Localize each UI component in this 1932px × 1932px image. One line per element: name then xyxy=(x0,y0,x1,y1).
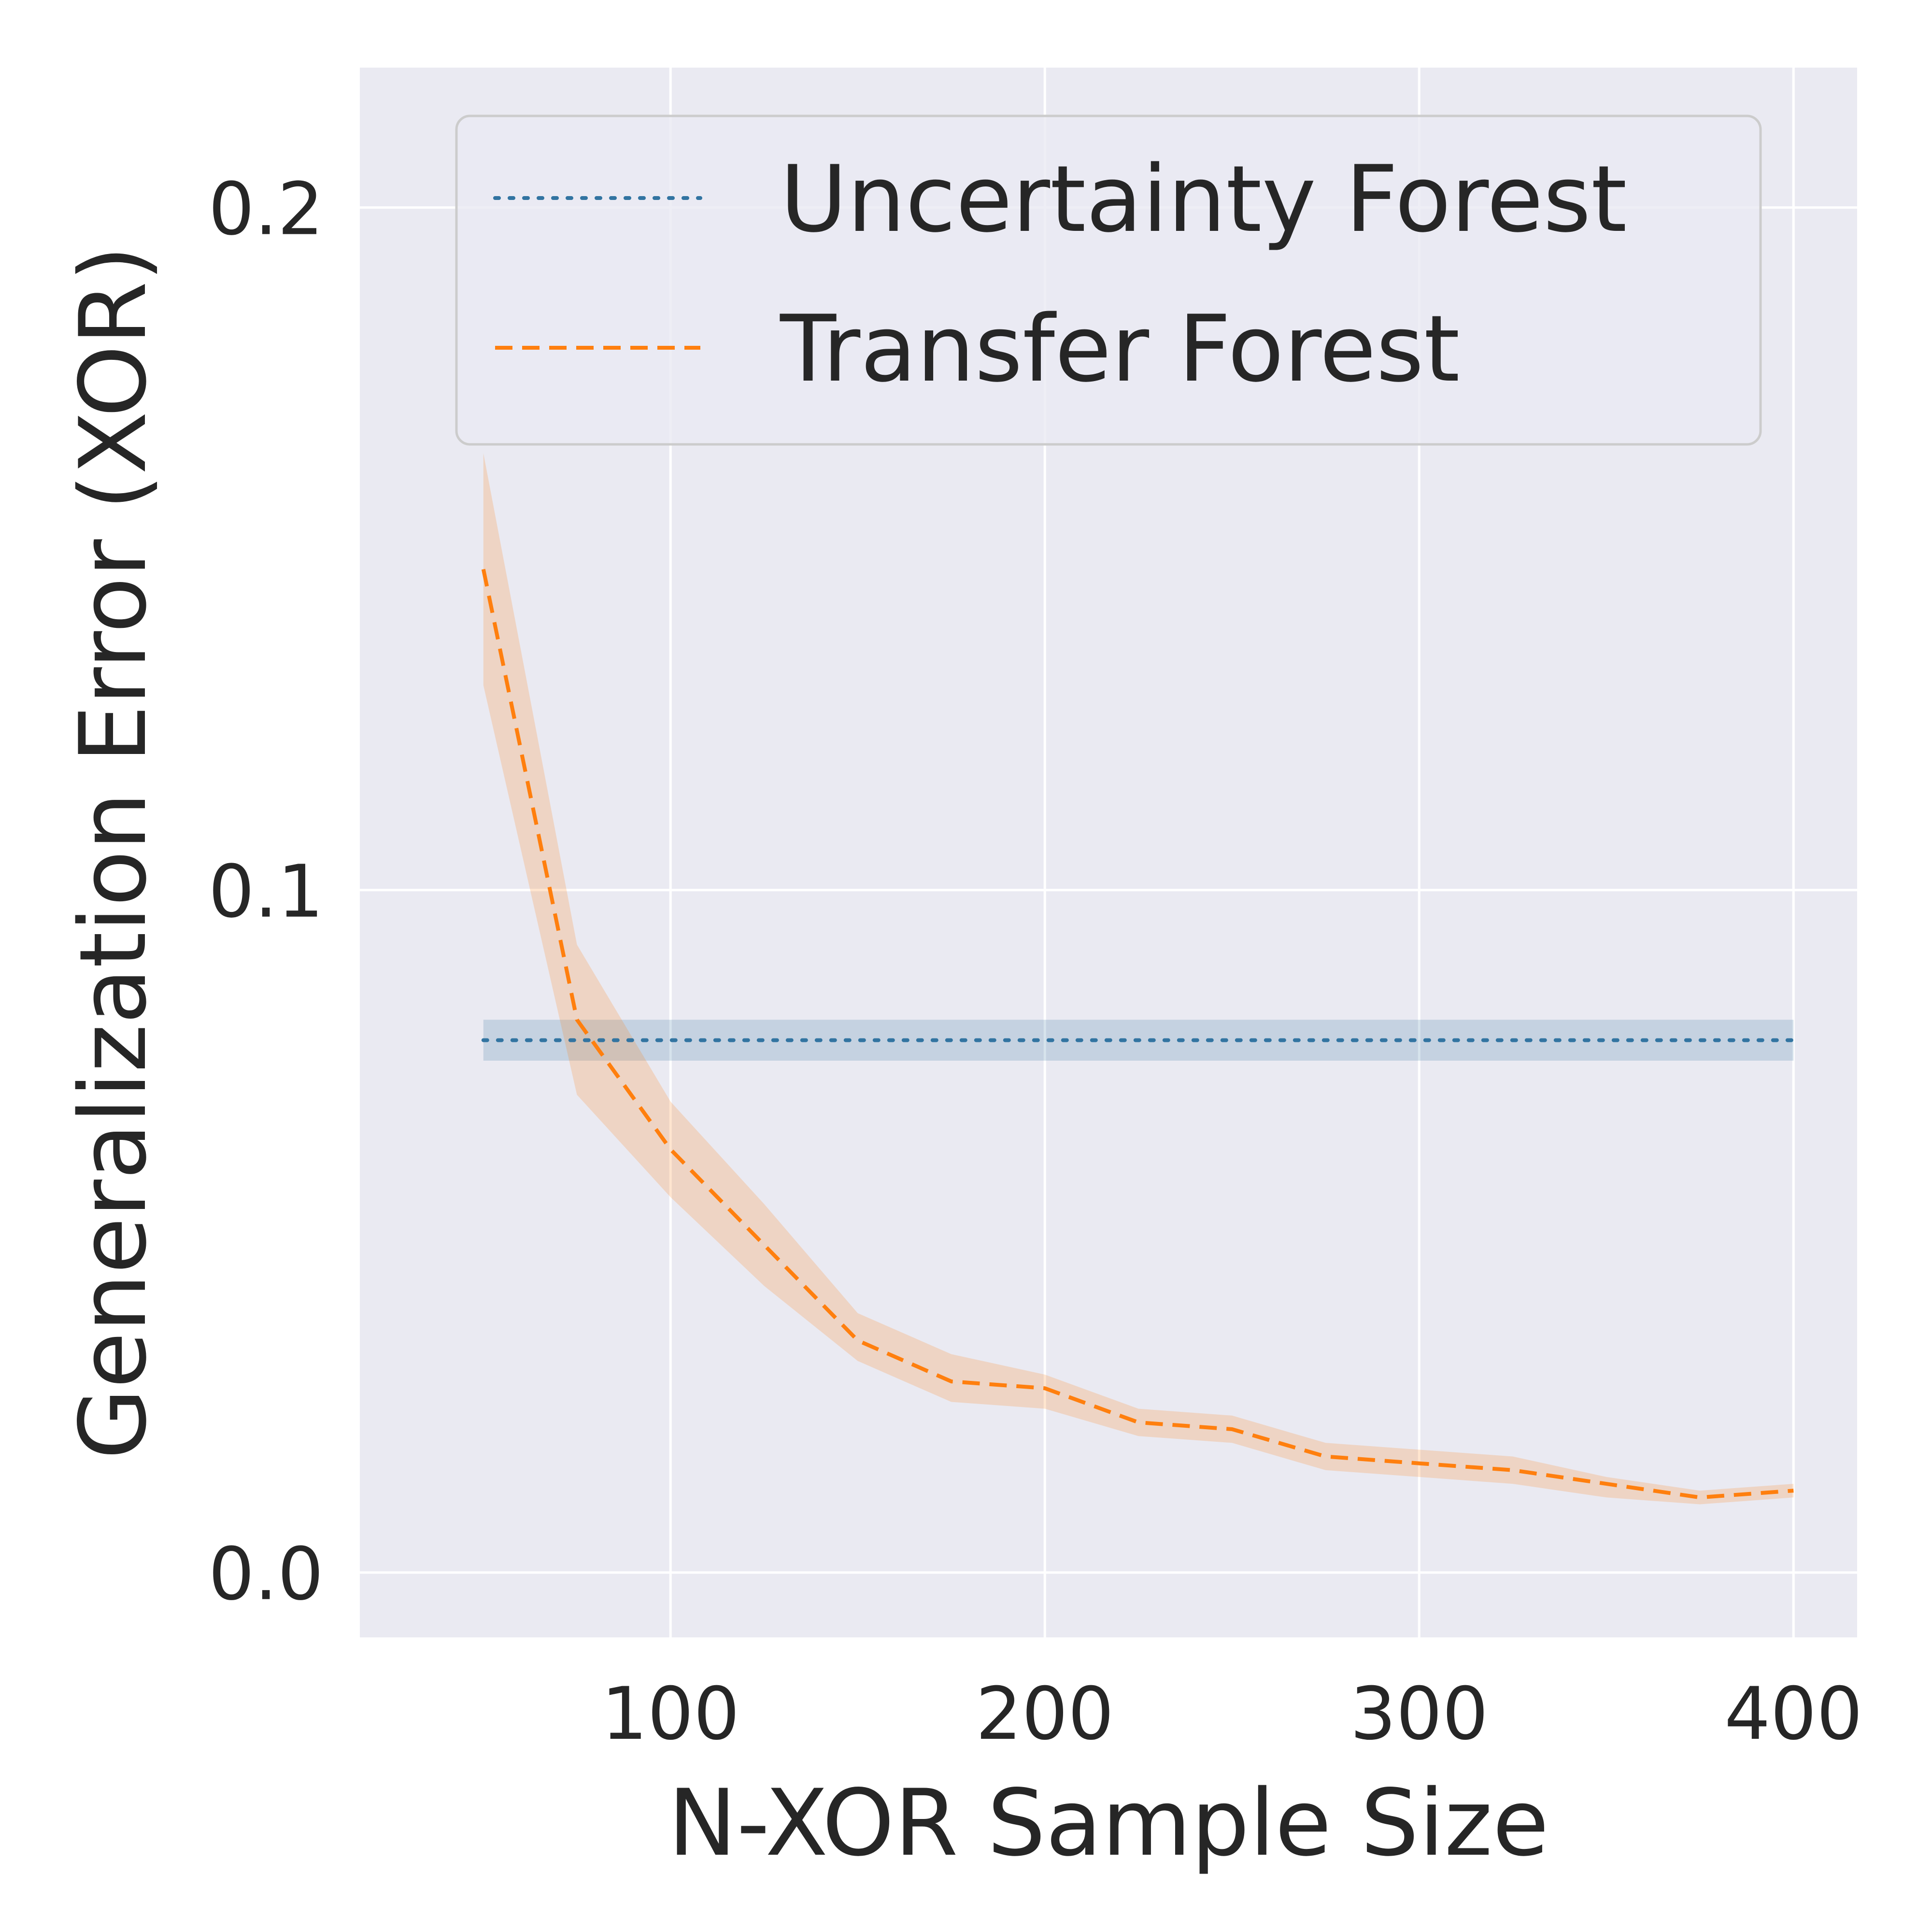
x-axis-title: N-XOR Sample Size xyxy=(668,1770,1549,1876)
legend-box xyxy=(455,114,1762,446)
legend: Uncertainty Forest Transfer Forest xyxy=(455,114,1762,446)
x-tick-labels: 100 200 300 400 xyxy=(601,1672,1862,1756)
y-tick-label: 0.2 xyxy=(208,168,324,252)
x-tick-label: 400 xyxy=(1724,1672,1862,1756)
y-axis-title: Generalization Error (XOR) xyxy=(60,245,167,1459)
y-tick-label: 0.1 xyxy=(208,850,324,934)
legend-label-uncertainty-forest: Uncertainty Forest xyxy=(780,146,1627,253)
line-transfer-forest xyxy=(481,568,1794,1500)
y-tick-label: 0.0 xyxy=(208,1533,324,1617)
series-lines xyxy=(481,568,1796,1500)
x-tick-label: 100 xyxy=(601,1672,739,1756)
legend-label-transfer-forest: Transfer Forest xyxy=(780,296,1460,402)
y-tick-labels: 0.0 0.1 0.2 xyxy=(208,168,324,1617)
x-tick-label: 200 xyxy=(976,1672,1114,1756)
x-tick-label: 300 xyxy=(1350,1672,1488,1756)
